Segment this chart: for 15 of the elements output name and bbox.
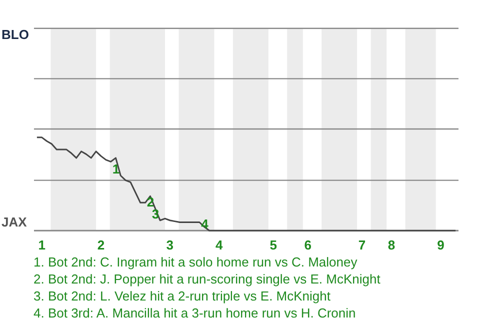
x-tick-label: 9 <box>437 238 444 252</box>
x-tick-label: 8 <box>388 238 396 252</box>
text: 4. Bot 3rd: A. Mancilla hit a 3-run home run vs H. Cronin <box>34 306 356 320</box>
x-tick-label: 3 <box>166 238 174 252</box>
text: 1. Bot 2nd: C. Ingram hit a solo home run vs C. Maloney <box>34 254 358 270</box>
x-tick-label: 5 <box>270 238 277 252</box>
x-tick-label: 2 <box>97 238 105 252</box>
x-tick-label: 4 <box>216 238 224 252</box>
text: BLO <box>2 26 29 42</box>
text: 3. Bot 2nd: L. Velez hit a 2-run triple vs E. McKnight <box>34 288 331 304</box>
x-tick-label: 6 <box>304 238 312 252</box>
x-tick-label: 7 <box>358 238 366 252</box>
text: 2. Bot 2nd: J. Popper hit a run-scoring single vs E. McKnight <box>34 272 381 286</box>
text: JAX <box>2 214 28 230</box>
x-tick-label: 1 <box>38 238 46 252</box>
